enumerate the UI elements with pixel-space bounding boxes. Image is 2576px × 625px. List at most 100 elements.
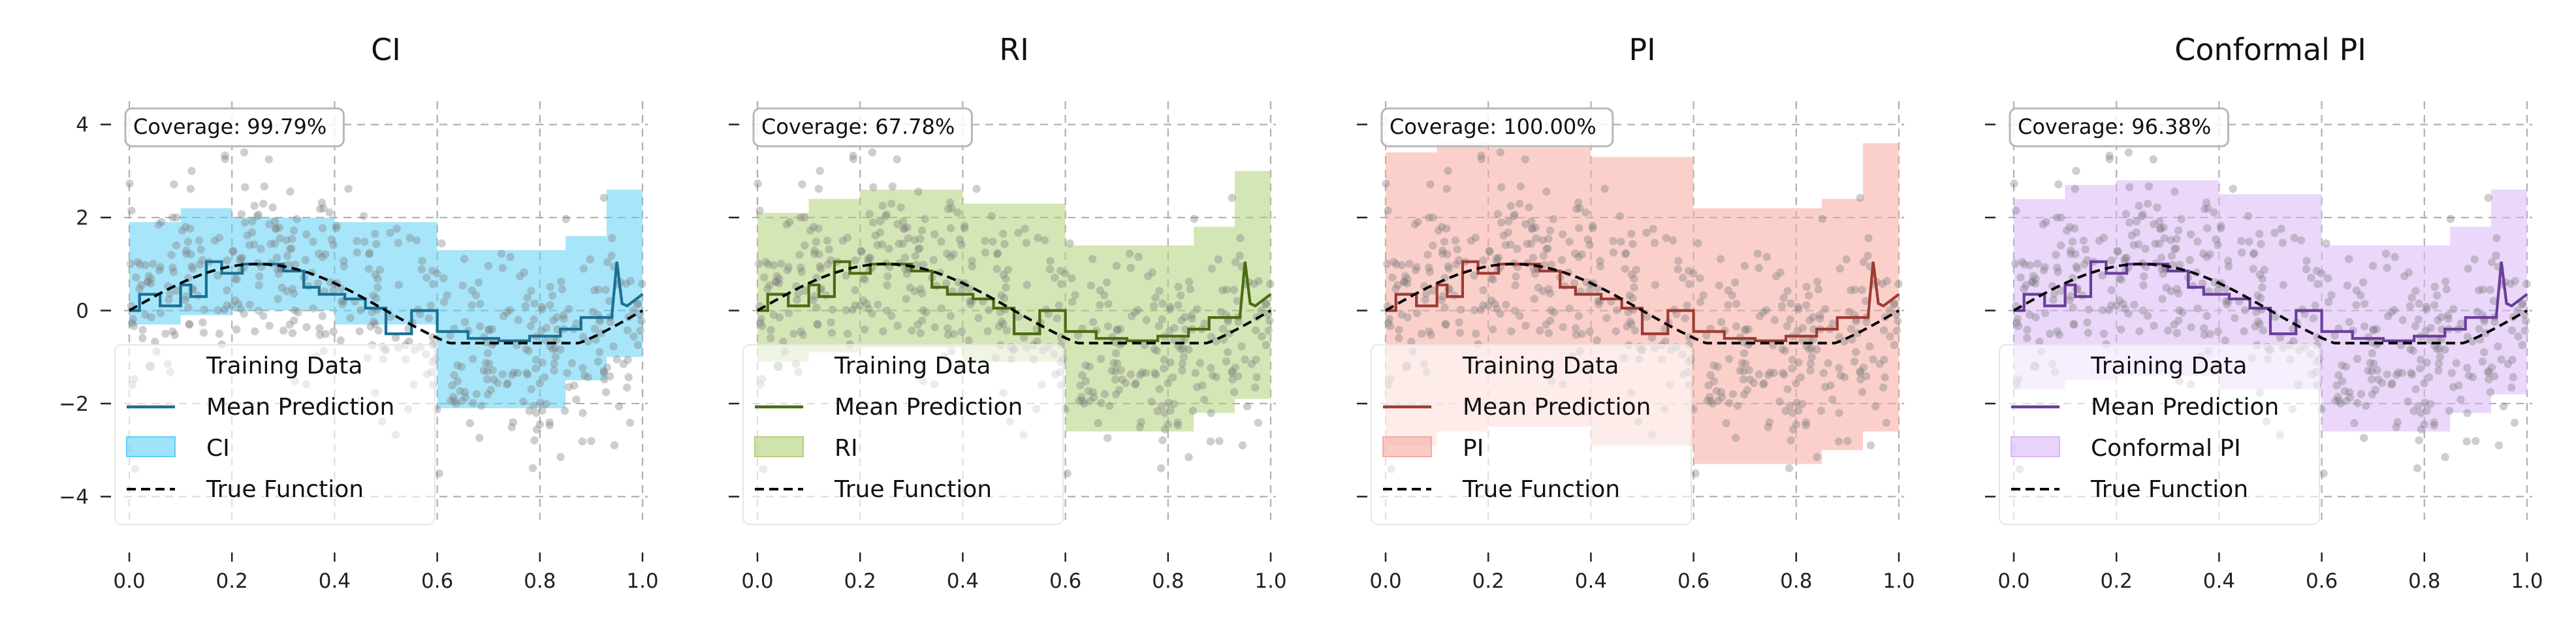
training-point bbox=[1151, 293, 1160, 302]
legend-label: Training Data bbox=[206, 353, 362, 379]
training-point bbox=[2270, 312, 2280, 321]
training-point bbox=[1578, 250, 1586, 259]
training-point bbox=[1630, 326, 1640, 335]
training-point bbox=[1871, 402, 1880, 411]
training-point bbox=[1078, 396, 1087, 405]
coverage-box-frame bbox=[752, 107, 973, 148]
training-point bbox=[900, 224, 909, 232]
training-point bbox=[2457, 395, 2465, 404]
training-point bbox=[2343, 281, 2351, 290]
training-point bbox=[2080, 260, 2089, 269]
training-point bbox=[1104, 300, 1113, 308]
training-point bbox=[827, 318, 835, 327]
training-point bbox=[1405, 259, 1414, 268]
training-point bbox=[329, 240, 338, 249]
training-point bbox=[321, 330, 330, 338]
training-point bbox=[550, 359, 558, 368]
training-point bbox=[185, 320, 194, 329]
training-point bbox=[857, 247, 865, 255]
x-tick-label: 0.6 bbox=[1049, 569, 1081, 593]
training-point bbox=[1264, 327, 1273, 335]
training-point bbox=[1755, 312, 1764, 321]
training-point bbox=[1596, 257, 1604, 265]
training-point bbox=[1444, 167, 1452, 175]
training-point bbox=[1792, 420, 1801, 428]
training-point bbox=[538, 358, 547, 367]
training-point bbox=[1228, 193, 1237, 202]
training-point bbox=[2400, 272, 2409, 281]
training-point bbox=[416, 310, 424, 319]
training-point bbox=[1411, 266, 1420, 275]
training-point bbox=[468, 300, 476, 310]
x-tick-label: 0.4 bbox=[1575, 569, 1607, 593]
training-point bbox=[460, 255, 469, 263]
training-point bbox=[371, 320, 379, 329]
training-point bbox=[1515, 199, 1524, 208]
training-point bbox=[964, 336, 973, 345]
training-point bbox=[234, 299, 243, 308]
training-point bbox=[1525, 203, 1533, 212]
training-point bbox=[1602, 313, 1611, 323]
interval-band bbox=[962, 203, 1066, 362]
training-point bbox=[437, 239, 446, 248]
training-point bbox=[2174, 289, 2183, 298]
training-point bbox=[165, 295, 173, 304]
training-point bbox=[1685, 280, 1694, 289]
training-point bbox=[2278, 238, 2287, 248]
training-point bbox=[2324, 298, 2333, 306]
training-point bbox=[558, 285, 567, 294]
training-point bbox=[1397, 310, 1406, 319]
training-point bbox=[1423, 250, 1432, 259]
legend-marker-training bbox=[774, 362, 783, 371]
training-point bbox=[1241, 355, 1249, 364]
training-point bbox=[1612, 306, 1621, 315]
training-point bbox=[2457, 319, 2466, 328]
training-point bbox=[453, 361, 462, 370]
training-point bbox=[1712, 387, 1721, 396]
training-point bbox=[1521, 155, 1529, 164]
training-point bbox=[243, 231, 251, 240]
training-point bbox=[1160, 409, 1169, 417]
training-point bbox=[784, 263, 793, 272]
training-point bbox=[199, 329, 208, 337]
training-point bbox=[1224, 347, 1232, 357]
training-point bbox=[1076, 381, 1085, 390]
training-point bbox=[2062, 226, 2071, 235]
training-point bbox=[570, 381, 579, 390]
training-point bbox=[2041, 263, 2049, 272]
training-point bbox=[1222, 357, 1231, 366]
training-point bbox=[1440, 237, 1449, 246]
training-point bbox=[1121, 379, 1130, 387]
training-point bbox=[1507, 327, 1516, 336]
training-point bbox=[1390, 258, 1399, 266]
training-point bbox=[1856, 368, 1865, 377]
coverage-text: Coverage: 67.78% bbox=[761, 114, 955, 139]
training-point bbox=[1816, 314, 1824, 323]
training-point bbox=[1539, 251, 1548, 261]
training-point bbox=[523, 293, 532, 302]
training-point bbox=[1702, 331, 1711, 340]
training-point bbox=[879, 327, 887, 336]
training-point bbox=[918, 316, 927, 325]
training-point bbox=[1818, 215, 1826, 223]
training-point bbox=[546, 301, 554, 310]
training-point bbox=[1053, 314, 1062, 323]
legend-frame bbox=[1371, 344, 1692, 525]
interval-band bbox=[2321, 245, 2451, 432]
training-point bbox=[1176, 291, 1185, 300]
training-point bbox=[1709, 377, 1719, 385]
training-point bbox=[2423, 358, 2431, 367]
training-point bbox=[1401, 272, 1410, 280]
training-point bbox=[2357, 390, 2366, 398]
training-point bbox=[1626, 317, 1634, 326]
training-point bbox=[355, 327, 364, 336]
training-point bbox=[1439, 246, 1447, 255]
training-point bbox=[424, 314, 434, 323]
training-point bbox=[368, 308, 376, 317]
training-point bbox=[1442, 320, 1450, 329]
training-point bbox=[369, 291, 377, 300]
training-point bbox=[2149, 155, 2157, 164]
training-point bbox=[2441, 453, 2449, 462]
training-point bbox=[2509, 373, 2517, 381]
